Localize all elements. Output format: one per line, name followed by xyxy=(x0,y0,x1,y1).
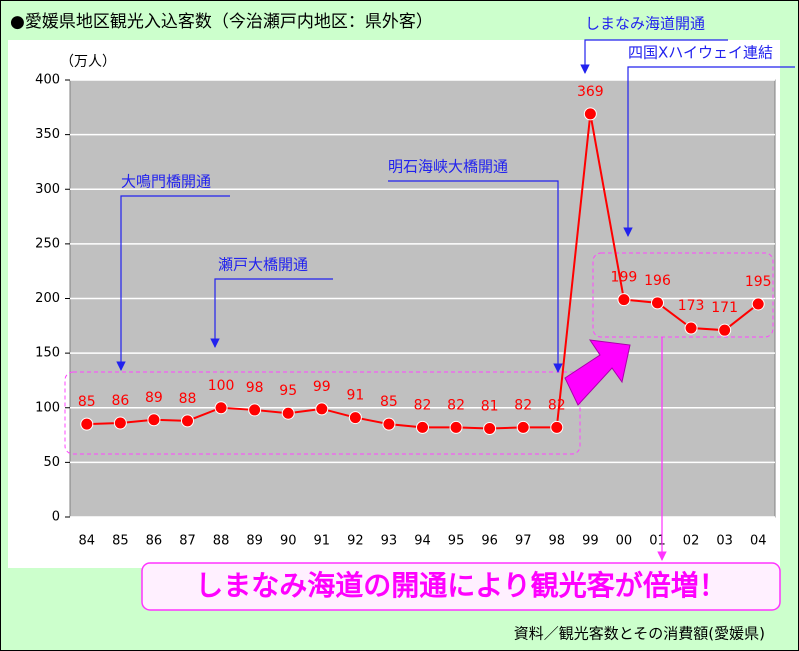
x-tick-label: 86 xyxy=(146,534,163,549)
x-tick-label: 88 xyxy=(213,534,230,549)
chart-title: ●愛媛県地区観光入込客数（今治瀬戸内地区：県外客） xyxy=(10,12,433,32)
data-label: 369 xyxy=(577,84,604,100)
x-tick-label: 03 xyxy=(716,534,733,549)
y-tick-label: 200 xyxy=(35,291,60,306)
highlight-box xyxy=(592,252,774,338)
y-axis-label: （万人） xyxy=(60,54,116,70)
y-tick-label: 250 xyxy=(35,236,60,251)
data-label: 86 xyxy=(111,393,129,409)
point xyxy=(281,406,295,420)
source: 資料／観光客数とその消費額(愛媛県) xyxy=(514,625,765,643)
x-tick-label: 97 xyxy=(515,534,532,549)
x-tick-label: 95 xyxy=(448,534,465,549)
x-tick-label: 02 xyxy=(683,534,700,549)
data-label: 91 xyxy=(346,388,364,404)
data-label: 173 xyxy=(678,298,705,314)
x-tick-label: 84 xyxy=(79,534,96,549)
x-tick-label: 92 xyxy=(347,534,364,549)
annotation-arrow xyxy=(623,66,795,237)
callout: しまなみ海道の開通により観光客が倍増！ xyxy=(195,569,726,602)
data-label: 95 xyxy=(279,383,297,399)
x-tick-label: 00 xyxy=(616,534,633,549)
point xyxy=(416,420,429,434)
big-arrow xyxy=(564,339,631,406)
annotation-arrow xyxy=(580,39,728,74)
point xyxy=(651,296,664,310)
annotation-arrow xyxy=(116,195,230,371)
annotation-arrow xyxy=(210,278,333,348)
point xyxy=(617,293,631,307)
annotation-arrow xyxy=(388,180,563,373)
data-label: 85 xyxy=(380,394,398,410)
data-label: 82 xyxy=(548,397,566,413)
x-tick-label: 99 xyxy=(582,534,599,549)
x-tick-label: 85 xyxy=(112,534,129,549)
x-tick-label: 01 xyxy=(649,534,666,549)
y-tick-label: 150 xyxy=(35,346,60,361)
data-label: 82 xyxy=(414,397,432,413)
point xyxy=(483,422,497,436)
point xyxy=(718,323,732,337)
data-label: 196 xyxy=(644,273,671,289)
x-tick-label: 04 xyxy=(750,534,767,549)
point xyxy=(248,403,262,417)
y-tick-label: 100 xyxy=(35,400,60,415)
data-label: 99 xyxy=(313,379,331,395)
x-tick-label: 98 xyxy=(549,534,566,549)
point xyxy=(315,402,329,416)
y-tick-label: 0 xyxy=(52,510,60,525)
annotation: 四国Xハイウェイ連結 xyxy=(628,44,773,62)
point xyxy=(583,107,597,121)
data-label: 88 xyxy=(179,391,197,407)
data-label: 81 xyxy=(481,399,499,415)
x-tick-label: 90 xyxy=(280,534,297,549)
data-label: 199 xyxy=(611,270,638,286)
x-tick-label: 87 xyxy=(179,534,196,549)
data-label: 98 xyxy=(246,380,264,396)
data-label: 89 xyxy=(145,390,163,406)
x-tick-label: 96 xyxy=(481,534,498,549)
data-label: 195 xyxy=(745,274,772,290)
y-tick-label: 400 xyxy=(35,73,60,88)
annotation: しまなみ海道開通 xyxy=(585,15,705,33)
callout-box xyxy=(141,562,781,611)
data-label: 82 xyxy=(447,397,465,413)
x-tick-label: 89 xyxy=(246,534,263,549)
point xyxy=(147,413,161,427)
data-label: 100 xyxy=(208,378,235,394)
point xyxy=(80,417,94,431)
annotation: 明石海峡大橋開通 xyxy=(388,158,508,176)
point xyxy=(113,416,127,430)
annotation: 大鳴門橋開通 xyxy=(121,173,211,191)
data-label: 171 xyxy=(711,300,738,316)
point xyxy=(684,321,698,335)
y-tick-label: 350 xyxy=(35,127,60,142)
point xyxy=(550,420,564,434)
data-label: 82 xyxy=(514,397,532,413)
x-tick-label: 91 xyxy=(314,534,331,549)
data-label: 85 xyxy=(78,394,96,410)
point xyxy=(382,417,396,431)
point xyxy=(449,420,463,434)
point xyxy=(181,414,194,428)
x-tick-label: 94 xyxy=(414,534,431,549)
point xyxy=(751,297,765,311)
annotation: 瀬戸大橋開通 xyxy=(218,256,308,274)
point xyxy=(348,411,362,425)
x-tick-label: 93 xyxy=(381,534,398,549)
y-tick-label: 50 xyxy=(43,455,60,470)
point xyxy=(214,401,228,415)
y-tick-label: 300 xyxy=(35,182,60,197)
highlight-box xyxy=(64,371,581,455)
point xyxy=(516,420,530,434)
